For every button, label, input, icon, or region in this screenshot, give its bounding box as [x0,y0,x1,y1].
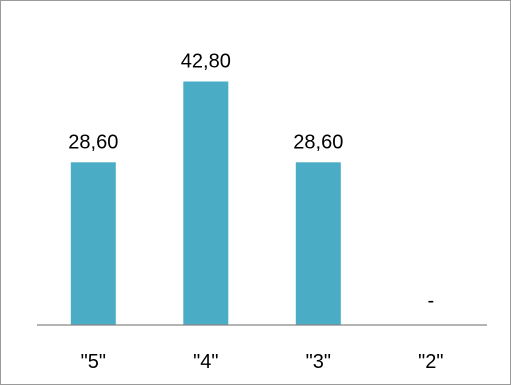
x-tick-label: "5" [81,351,106,373]
x-tick-label: "3" [306,351,331,373]
x-tick-label: "4" [193,351,218,373]
bar [295,162,341,325]
data-label: 28,60 [68,131,118,153]
data-label: 28,60 [293,131,343,153]
data-label: 42,80 [181,51,231,73]
bar [70,162,116,325]
bar [183,81,229,325]
x-tick-label: "2" [418,351,443,373]
data-label: - [427,290,434,312]
